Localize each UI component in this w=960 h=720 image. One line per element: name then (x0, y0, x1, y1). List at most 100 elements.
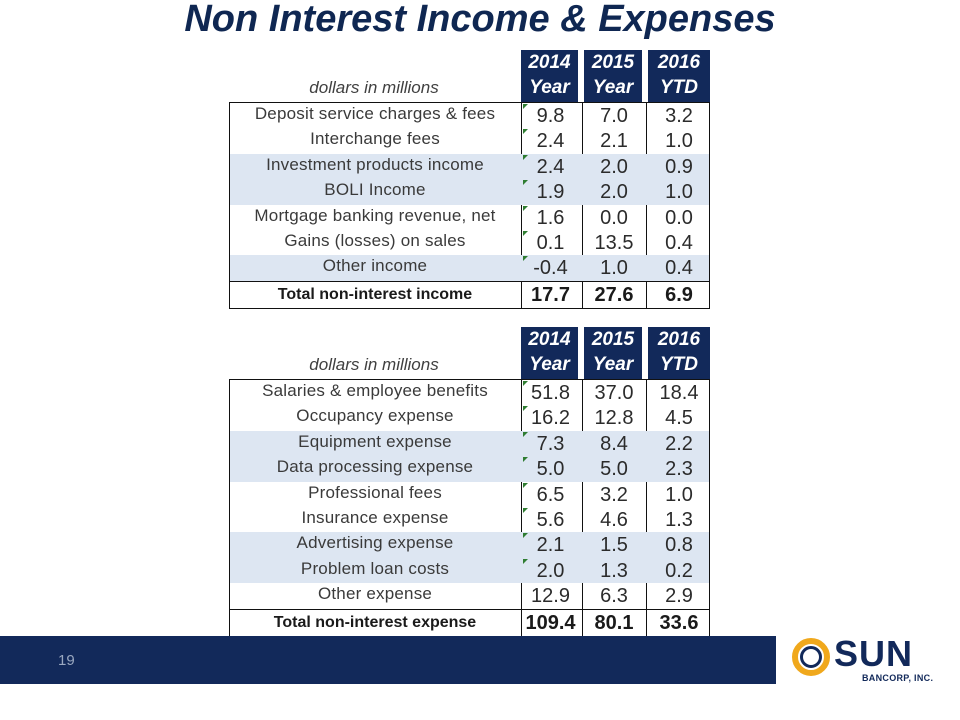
value-2014: 2.1 (522, 532, 579, 557)
row-label: Advertising expense (230, 532, 520, 557)
value-2016: 0.4 (649, 230, 709, 255)
value-2015: 4.6 (585, 507, 643, 532)
value-2014: -0.4 (522, 255, 579, 280)
value-2016: 3.2 (649, 103, 709, 128)
total-2015: 80.1 (585, 610, 643, 636)
total-2016: 33.6 (649, 610, 709, 636)
table-row: Insurance expense 5.6 4.6 1.3 (230, 507, 709, 532)
value-2014: 0.1 (522, 230, 579, 255)
row-label: Equipment expense (230, 431, 520, 456)
value-2015: 37.0 (585, 380, 643, 405)
value-2015: 1.3 (585, 558, 643, 583)
unit-label: dollars in millions (229, 355, 519, 375)
income-table: dollars in millions 2014 Year 2015 Year 20… (229, 50, 710, 309)
value-2015: 2.0 (585, 179, 643, 204)
row-label: Mortgage banking revenue, net (230, 205, 520, 230)
table-row: Professional fees 6.5 3.2 1.0 (230, 482, 709, 507)
table-row: Deposit service charges & fees 9.8 7.0 3… (230, 103, 709, 128)
row-label: Investment products income (230, 154, 520, 179)
table-row: Investment products income 2.4 2.0 0.9 (230, 154, 709, 179)
value-2016: 1.0 (649, 179, 709, 204)
column-header-2014: 2014 Year (521, 327, 578, 379)
value-2015: 12.8 (585, 405, 643, 430)
total-label: Total non-interest income (230, 282, 520, 308)
value-2014: 16.2 (522, 405, 579, 430)
value-2016: 0.8 (649, 532, 709, 557)
logo-subtext: BANCORP, INC. (862, 673, 933, 683)
value-2015: 7.0 (585, 103, 643, 128)
logo-text: SUN (834, 634, 913, 674)
value-2014: 5.0 (522, 456, 579, 481)
column-header-2014: 2014 Year (521, 50, 578, 102)
value-2015: 2.0 (585, 154, 643, 179)
value-2014: 51.8 (522, 380, 579, 405)
column-header-2015: 2015 Year (584, 327, 642, 379)
value-2015: 6.3 (585, 583, 643, 608)
value-2014: 2.0 (522, 558, 579, 583)
value-2014: 9.8 (522, 103, 579, 128)
value-2016: 1.0 (649, 128, 709, 153)
value-2014: 7.3 (522, 431, 579, 456)
value-2014: 12.9 (522, 583, 579, 608)
value-2016: 18.4 (649, 380, 709, 405)
table-row: Salaries & employee benefits 51.8 37.0 1… (230, 380, 709, 405)
value-2015: 1.5 (585, 532, 643, 557)
table-row: Data processing expense 5.0 5.0 2.3 (230, 456, 709, 481)
row-label: Other income (230, 255, 520, 280)
value-2016: 2.2 (649, 431, 709, 456)
value-2016: 0.0 (649, 205, 709, 230)
column-header-2015: 2015 Year (584, 50, 642, 102)
total-2016: 6.9 (649, 282, 709, 308)
page-number: 19 (58, 652, 75, 669)
value-2015: 5.0 (585, 456, 643, 481)
row-label: Gains (losses) on sales (230, 230, 520, 255)
value-2016: 0.9 (649, 154, 709, 179)
value-2016: 0.4 (649, 255, 709, 280)
row-label: Professional fees (230, 482, 520, 507)
column-header-2016: 2016 YTD (648, 50, 710, 102)
value-2014: 1.6 (522, 205, 579, 230)
value-2016: 4.5 (649, 405, 709, 430)
value-2015: 8.4 (585, 431, 643, 456)
table-row: Gains (losses) on sales 0.1 13.5 0.4 (230, 230, 709, 255)
row-label: Interchange fees (230, 128, 520, 153)
value-2014: 2.4 (522, 128, 579, 153)
row-label: Occupancy expense (230, 405, 520, 430)
expense-table: dollars in millions 2014 Year 2015 Year 20… (229, 327, 710, 637)
total-row: Total non-interest income 17.7 27.6 6.9 (230, 281, 709, 308)
row-label: BOLI Income (230, 179, 520, 204)
value-2014: 1.9 (522, 179, 579, 204)
row-label: Problem loan costs (230, 558, 520, 583)
value-2014: 2.4 (522, 154, 579, 179)
total-label: Total non-interest expense (230, 610, 520, 636)
table-row: Interchange fees 2.4 2.1 1.0 (230, 128, 709, 153)
table-body: Salaries & employee benefits 51.8 37.0 1… (229, 379, 710, 637)
value-2016: 0.2 (649, 558, 709, 583)
table-header: dollars in millions 2014 Year 2015 Year 20… (229, 50, 710, 102)
row-label: Deposit service charges & fees (230, 103, 520, 128)
total-2015: 27.6 (585, 282, 643, 308)
page-title: Non Interest Income & Expenses (0, 0, 960, 41)
value-2015: 1.0 (585, 255, 643, 280)
table-row: Mortgage banking revenue, net 1.6 0.0 0.… (230, 205, 709, 230)
sun-ring-icon (792, 638, 830, 676)
row-label: Other expense (230, 583, 520, 608)
value-2014: 6.5 (522, 482, 579, 507)
table-row: Other expense 12.9 6.3 2.9 (230, 583, 709, 608)
table-header: dollars in millions 2014 Year 2015 Year 20… (229, 327, 710, 379)
value-2015: 13.5 (585, 230, 643, 255)
value-2016: 1.0 (649, 482, 709, 507)
row-label: Data processing expense (230, 456, 520, 481)
table-row: Problem loan costs 2.0 1.3 0.2 (230, 558, 709, 583)
table-body: Deposit service charges & fees 9.8 7.0 3… (229, 102, 710, 309)
row-label: Insurance expense (230, 507, 520, 532)
table-row: Occupancy expense 16.2 12.8 4.5 (230, 405, 709, 430)
unit-label: dollars in millions (229, 78, 519, 98)
value-2016: 2.9 (649, 583, 709, 608)
value-2015: 2.1 (585, 128, 643, 153)
table-row: BOLI Income 1.9 2.0 1.0 (230, 179, 709, 204)
row-label: Salaries & employee benefits (230, 380, 520, 405)
total-2014: 17.7 (522, 282, 579, 308)
value-2016: 1.3 (649, 507, 709, 532)
total-2014: 109.4 (522, 610, 579, 636)
